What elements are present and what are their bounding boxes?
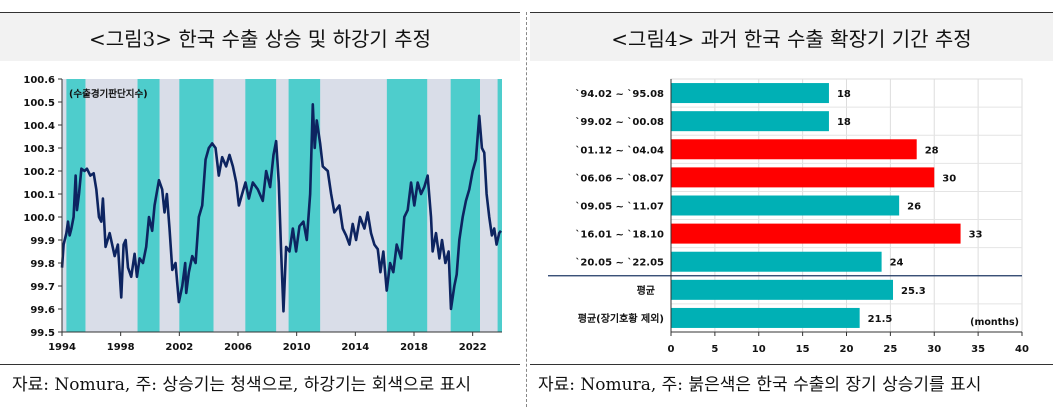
series-annotation: (수출경기판단지수) bbox=[69, 88, 148, 100]
x-tick-label: 2022 bbox=[459, 342, 487, 353]
x-tick-label: 1998 bbox=[107, 342, 135, 353]
x-tick-label: 2010 bbox=[283, 342, 311, 353]
left-footer-note: 자료: Nomura, 주: 상승기는 청색으로, 하강기는 회색으로 표시 bbox=[12, 375, 471, 395]
y-tick-label: 100.6 bbox=[23, 75, 55, 86]
bar-value-label: 18 bbox=[837, 117, 851, 128]
y-tick-label: 99.6 bbox=[30, 305, 55, 316]
category-label: `16.01 ~ `18.10 bbox=[575, 229, 664, 241]
bar bbox=[671, 195, 900, 216]
bar-value-label: 26 bbox=[907, 202, 921, 213]
x-tick-label: 0 bbox=[668, 344, 675, 355]
y-tick-label: 99.7 bbox=[30, 282, 55, 293]
y-tick-label: 100.4 bbox=[23, 121, 55, 132]
right-footer-rule bbox=[530, 364, 1053, 365]
x-tick-label: 2006 bbox=[224, 342, 252, 353]
bar-value-label: 21.5 bbox=[868, 314, 893, 325]
x-tick-label: 10 bbox=[752, 344, 766, 355]
bar bbox=[671, 83, 829, 104]
x-tick-label: 30 bbox=[927, 344, 941, 355]
upturn-band bbox=[497, 79, 502, 332]
x-tick-label: 20 bbox=[840, 344, 854, 355]
bar bbox=[671, 307, 860, 328]
index-line bbox=[60, 103, 503, 313]
y-tick-label: 100.5 bbox=[23, 98, 55, 109]
x-tick-label: 5 bbox=[711, 344, 718, 355]
x-tick-label: 35 bbox=[971, 344, 985, 355]
y-tick-label: 100.3 bbox=[23, 144, 55, 155]
bar bbox=[671, 251, 882, 272]
bar-value-label: 28 bbox=[925, 145, 939, 156]
bar bbox=[671, 167, 935, 188]
category-label: `09.05 ~ `11.07 bbox=[575, 201, 664, 213]
category-label: 평균(장기호황 제외) bbox=[578, 312, 664, 325]
upturn-band bbox=[179, 79, 214, 332]
left-footer-rule bbox=[0, 364, 520, 365]
bar-value-label: 33 bbox=[969, 230, 983, 241]
y-tick-label: 100.0 bbox=[23, 213, 55, 224]
bar-value-label: 18 bbox=[837, 89, 851, 100]
y-tick-label: 99.8 bbox=[30, 259, 55, 270]
bar-value-label: 25.3 bbox=[901, 286, 926, 297]
category-label: `94.02 ~ `95.08 bbox=[575, 88, 664, 100]
x-tick-label: 40 bbox=[1015, 344, 1029, 355]
category-label: `06.06 ~ `08.07 bbox=[575, 172, 664, 184]
upturn-band bbox=[245, 79, 277, 332]
y-tick-label: 99.9 bbox=[30, 236, 55, 247]
bar-value-label: 24 bbox=[890, 258, 904, 269]
y-tick-label: 100.2 bbox=[23, 167, 55, 178]
x-tick-label: 2018 bbox=[400, 342, 428, 353]
right-footer-note: 자료: Nomura, 주: 붉은색은 한국 수출의 장기 상승기를 표시 bbox=[538, 375, 982, 395]
bar bbox=[671, 279, 894, 300]
x-tick-label: 2014 bbox=[341, 342, 369, 353]
bar bbox=[671, 139, 917, 160]
category-label: `99.02 ~ `00.08 bbox=[575, 116, 664, 128]
panel-divider bbox=[526, 12, 527, 407]
x-tick-label: 15 bbox=[796, 344, 810, 355]
unit-label: (months) bbox=[970, 317, 1019, 328]
x-tick-label: 1994 bbox=[48, 342, 76, 353]
bar bbox=[671, 111, 829, 132]
right-chart-title: <그림4> 과거 한국 수출 확장기 기간 추정 bbox=[530, 12, 1053, 61]
category-label: 평균 bbox=[637, 284, 655, 297]
bar bbox=[671, 223, 961, 244]
upturn-band bbox=[137, 79, 160, 332]
category-label: `20.05 ~ `22.05 bbox=[575, 257, 664, 269]
x-tick-label: 25 bbox=[883, 344, 897, 355]
y-tick-label: 99.5 bbox=[30, 328, 55, 339]
left-chart-title: <그림3> 한국 수출 상승 및 하강기 추정 bbox=[0, 12, 520, 61]
x-tick-label: 2002 bbox=[165, 342, 193, 353]
y-tick-label: 100.1 bbox=[23, 190, 55, 201]
category-label: `01.12 ~ `04.04 bbox=[575, 144, 664, 156]
upturn-band bbox=[288, 79, 321, 332]
bar-value-label: 30 bbox=[942, 173, 956, 184]
